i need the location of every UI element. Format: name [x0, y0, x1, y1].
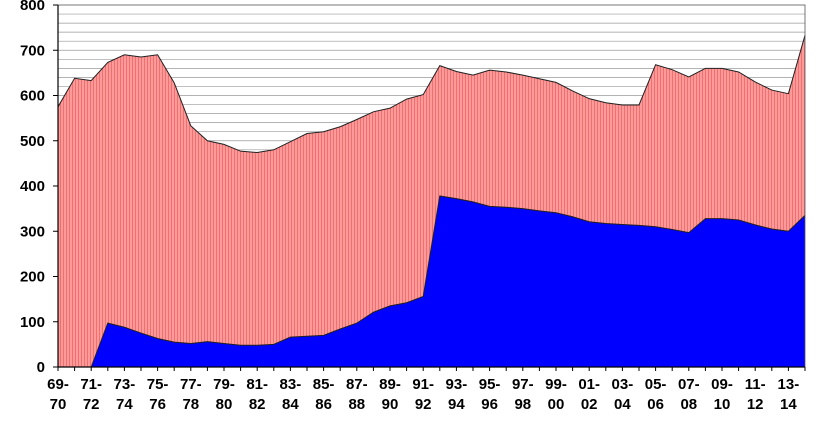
- y-tick-label: 200: [20, 269, 45, 286]
- series-line-0: [57, 35, 806, 154]
- x-tick-label-bottom: 06: [647, 396, 664, 413]
- x-tick-label-top: 75-: [147, 376, 169, 393]
- x-tick-label-bottom: 12: [747, 396, 764, 413]
- y-tick-label: 500: [20, 133, 45, 150]
- x-tick-label-top: 93-: [446, 376, 468, 393]
- x-tick-label-bottom: 76: [149, 396, 166, 413]
- y-tick-label: 300: [20, 223, 45, 240]
- y-tick-label: 100: [20, 314, 45, 331]
- x-tick-label-top: 83-: [280, 376, 302, 393]
- x-tick-label-top: 09-: [711, 376, 733, 393]
- x-tick-label-top: 85-: [313, 376, 335, 393]
- x-tick-label-bottom: 80: [216, 396, 233, 413]
- x-tick-label-bottom: 96: [481, 396, 498, 413]
- x-tick-label-bottom: 82: [249, 396, 266, 413]
- x-tick-label-bottom: 86: [315, 396, 332, 413]
- x-tick-label-top: 97-: [512, 376, 534, 393]
- x-tick-label-bottom: 94: [448, 396, 465, 413]
- x-tick-label-bottom: 84: [282, 396, 299, 413]
- x-tick-label-bottom: 04: [614, 396, 631, 413]
- x-tick-label-bottom: 00: [548, 396, 565, 413]
- x-tick-label-bottom: 10: [714, 396, 731, 413]
- series-area-1: [58, 195, 805, 367]
- x-tick-label-top: 89-: [379, 376, 401, 393]
- x-tick-label-bottom: 78: [182, 396, 199, 413]
- x-tick-label-bottom: 08: [680, 396, 697, 413]
- x-tick-label-bottom: 74: [116, 396, 133, 413]
- x-tick-label-top: 69-: [47, 376, 69, 393]
- y-tick-label: 600: [20, 88, 45, 105]
- x-tick-label-top: 73-: [114, 376, 136, 393]
- y-tick-label: 800: [20, 0, 45, 14]
- x-tick-label-top: 11-: [745, 376, 766, 393]
- x-tick-label-bottom: 72: [83, 396, 100, 413]
- x-tick-label-bottom: 92: [415, 396, 432, 413]
- x-tick-label-top: 87-: [346, 376, 368, 393]
- series-line-1: [58, 195, 806, 368]
- x-tick-label-top: 03-: [612, 376, 634, 393]
- x-tick-label-bottom: 88: [348, 396, 365, 413]
- x-tick-label-bottom: 14: [780, 396, 797, 413]
- x-tick-label-top: 71-: [80, 376, 102, 393]
- x-tick-label-top: 95-: [479, 376, 501, 393]
- x-tick-label-top: 77-: [180, 376, 202, 393]
- x-tick-label-top: 81-: [246, 376, 268, 393]
- y-tick-label: 700: [20, 42, 45, 59]
- x-tick-label-top: 13-: [778, 376, 800, 393]
- x-tick-label-top: 01-: [578, 376, 600, 393]
- y-tick-label: 400: [20, 178, 45, 195]
- x-tick-label-bottom: 90: [382, 396, 399, 413]
- x-tick-label-top: 07-: [678, 376, 700, 393]
- y-tick-label: 0: [37, 359, 45, 376]
- x-tick-label-bottom: 02: [581, 396, 598, 413]
- x-tick-label-bottom: 98: [514, 396, 531, 413]
- x-tick-label-top: 05-: [645, 376, 667, 393]
- x-tick-label-bottom: 70: [50, 396, 67, 413]
- plot-area: 010020030040050060070080069-7071-7273-74…: [20, 0, 806, 413]
- x-tick-label-top: 79-: [213, 376, 235, 393]
- x-tick-label-top: 99-: [545, 376, 567, 393]
- x-tick-label-top: 91-: [412, 376, 434, 393]
